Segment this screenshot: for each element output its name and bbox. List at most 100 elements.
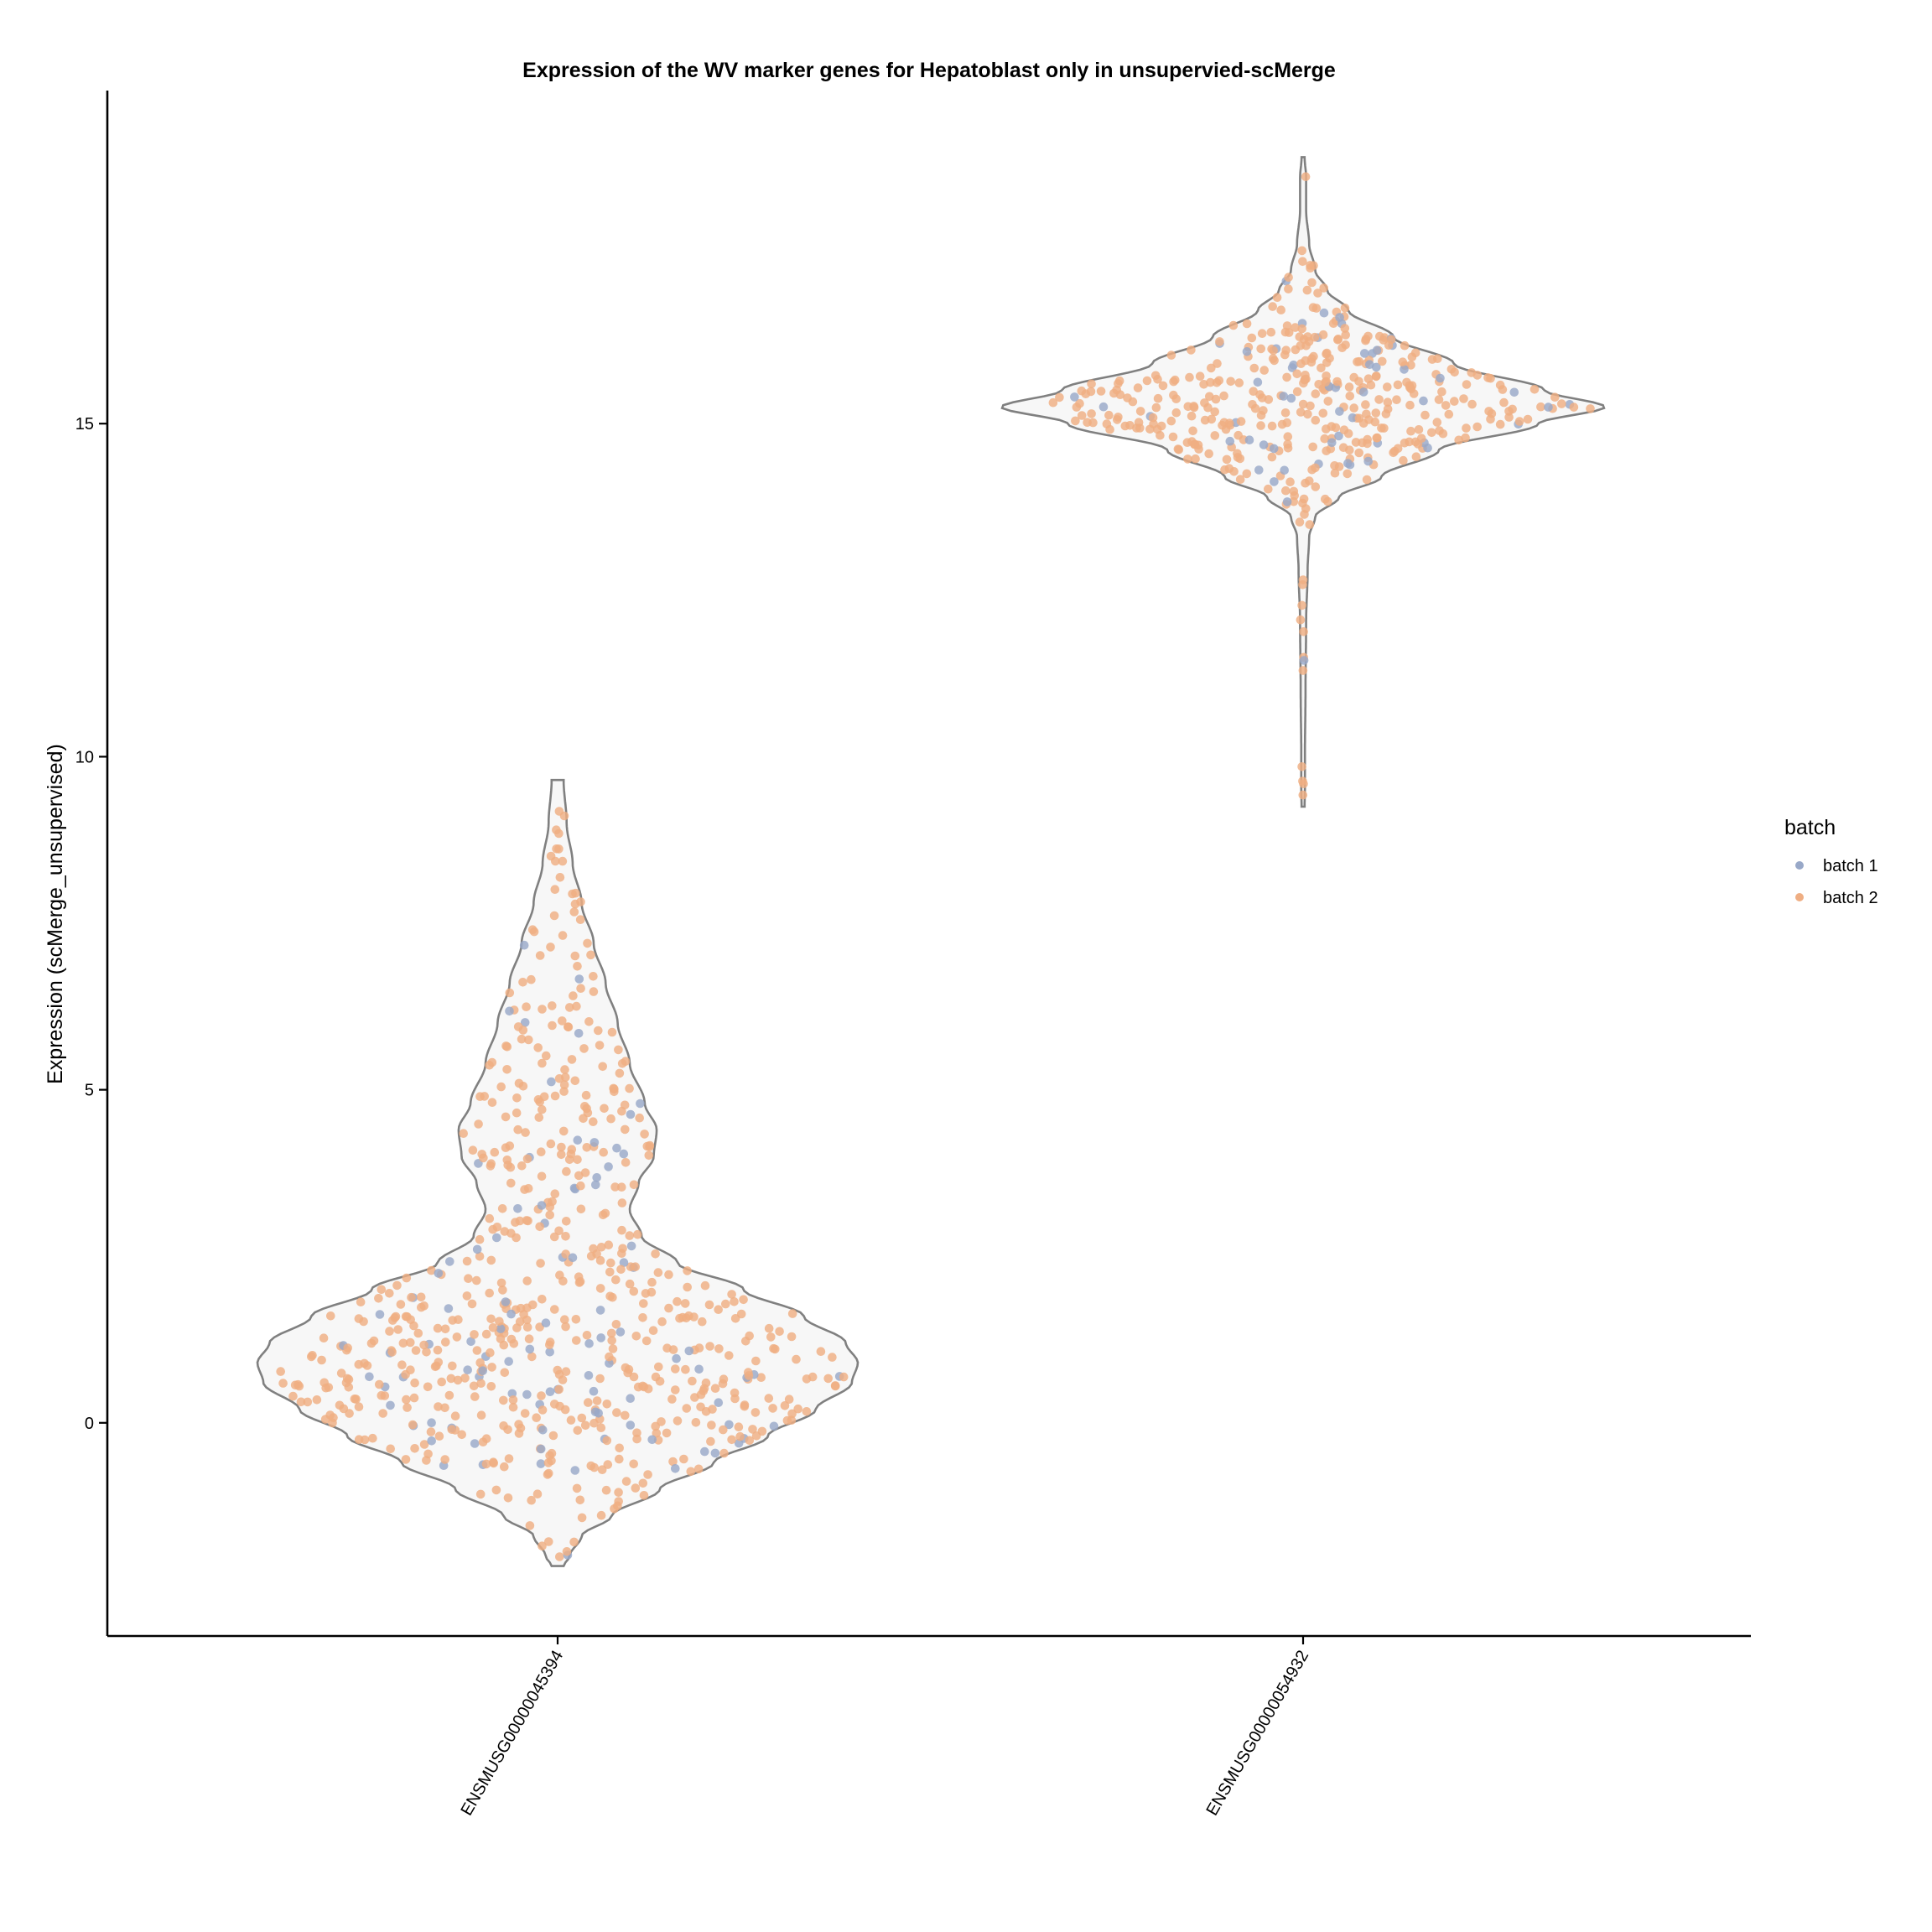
point-batch-2 (1334, 462, 1344, 471)
point-batch-2 (470, 1330, 479, 1339)
point-batch-2 (1220, 465, 1229, 475)
point-batch-2 (730, 1314, 740, 1323)
point-batch-2 (1371, 371, 1381, 382)
point-batch-2 (688, 1376, 697, 1386)
point-batch-2 (550, 885, 560, 894)
point-batch-2 (570, 1076, 580, 1086)
point-batch-2 (538, 1104, 547, 1114)
point-batch-2 (416, 1292, 426, 1302)
point-batch-1 (605, 1358, 614, 1368)
point-batch-2 (499, 1395, 508, 1405)
point-batch-2 (1340, 304, 1350, 313)
point-batch-2 (1462, 380, 1472, 389)
point-batch-2 (1264, 484, 1273, 494)
point-batch-2 (1400, 340, 1410, 351)
point-batch-2 (784, 1394, 794, 1404)
point-batch-2 (476, 1410, 486, 1420)
point-batch-1 (470, 1439, 480, 1448)
point-batch-2 (1435, 426, 1444, 435)
point-batch-2 (787, 1415, 797, 1425)
point-batch-2 (1340, 324, 1350, 333)
point-batch-1 (619, 1149, 629, 1159)
point-batch-1 (595, 1306, 605, 1315)
point-batch-2 (764, 1394, 774, 1403)
point-batch-2 (607, 1336, 616, 1345)
point-batch-2 (545, 1210, 554, 1220)
point-batch-2 (426, 1427, 436, 1436)
point-batch-1 (574, 1029, 584, 1038)
point-batch-2 (787, 1309, 797, 1318)
point-batch-2 (1226, 377, 1235, 387)
point-batch-2 (543, 1458, 553, 1467)
point-batch-2 (454, 1315, 463, 1324)
point-batch-2 (1248, 400, 1257, 409)
point-batch-2 (343, 1343, 353, 1353)
point-batch-1 (463, 1365, 472, 1374)
point-batch-2 (535, 1222, 544, 1232)
point-batch-1 (1254, 465, 1264, 475)
point-batch-2 (569, 991, 578, 1000)
point-batch-1 (504, 1357, 513, 1366)
point-batch-2 (1158, 381, 1168, 391)
point-batch-2 (756, 1373, 766, 1382)
point-batch-2 (1354, 356, 1364, 366)
point-batch-2 (1267, 452, 1277, 462)
point-batch-2 (614, 1488, 623, 1497)
point-batch-2 (704, 1300, 714, 1310)
point-batch-2 (714, 1305, 723, 1314)
point-batch-2 (641, 1336, 652, 1346)
point-batch-2 (598, 1062, 607, 1072)
point-batch-2 (1298, 498, 1307, 508)
point-batch-2 (548, 1021, 557, 1031)
y-tick-label: 5 (85, 1082, 94, 1100)
point-batch-2 (1383, 382, 1392, 392)
point-batch-2 (1280, 350, 1290, 360)
point-batch-2 (529, 927, 539, 937)
point-batch-2 (344, 1374, 354, 1384)
point-batch-2 (1247, 333, 1257, 343)
point-batch-1 (522, 1389, 532, 1400)
point-batch-1 (466, 1337, 475, 1347)
point-batch-2 (635, 1113, 644, 1123)
point-batch-2 (607, 1328, 616, 1338)
legend-title: batch (1784, 816, 1836, 839)
point-batch-2 (522, 1276, 532, 1285)
point-batch-1 (612, 1143, 621, 1153)
point-batch-2 (407, 1292, 416, 1302)
point-batch-2 (654, 1362, 663, 1372)
point-batch-2 (406, 1315, 416, 1325)
point-batch-2 (577, 1513, 587, 1523)
point-batch-2 (512, 1108, 522, 1118)
point-batch-2 (1319, 283, 1328, 293)
point-batch-2 (683, 1282, 692, 1292)
point-batch-2 (1148, 413, 1158, 423)
point-batch-2 (1269, 345, 1278, 356)
point-batch-1 (427, 1436, 436, 1446)
point-batch-2 (1283, 432, 1293, 441)
point-batch-2 (735, 1431, 745, 1441)
point-batch-2 (1414, 425, 1424, 434)
point-batch-2 (793, 1404, 802, 1414)
point-batch-1 (590, 1407, 600, 1417)
point-batch-2 (1550, 392, 1560, 402)
point-batch-2 (689, 1312, 699, 1322)
point-batch-2 (816, 1347, 826, 1356)
point-batch-1 (375, 1310, 385, 1319)
point-batch-2 (1377, 423, 1386, 433)
point-batch-2 (356, 1297, 366, 1306)
point-batch-1 (1327, 438, 1337, 448)
point-batch-2 (377, 1285, 387, 1295)
point-batch-2 (320, 1415, 330, 1424)
point-batch-2 (1349, 372, 1358, 382)
point-batch-2 (745, 1436, 755, 1446)
point-batch-2 (1420, 410, 1430, 420)
point-batch-2 (576, 1204, 586, 1214)
point-batch-2 (548, 1431, 558, 1441)
point-batch-2 (488, 1323, 498, 1332)
point-batch-2 (787, 1332, 797, 1342)
point-batch-2 (474, 1119, 483, 1129)
point-batch-2 (487, 1057, 497, 1067)
point-batch-2 (555, 1401, 564, 1411)
point-batch-2 (527, 974, 536, 984)
